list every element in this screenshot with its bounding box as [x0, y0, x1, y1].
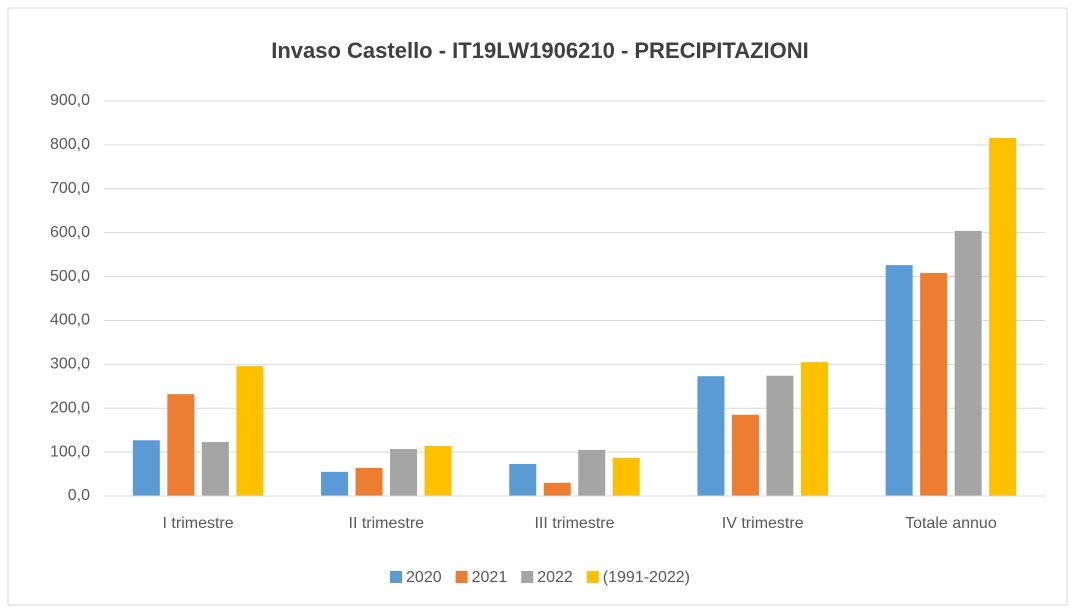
- x-tick-label: Totale annuo: [905, 515, 997, 532]
- chart-title: Invaso Castello - IT19LW1906210 - PRECIP…: [271, 38, 809, 63]
- bar: [697, 376, 725, 496]
- y-tick-label: 900,0: [50, 92, 90, 109]
- bar: [885, 265, 913, 496]
- y-tick-label: 0,0: [68, 487, 90, 504]
- bar: [989, 137, 1017, 496]
- bar: [920, 273, 948, 496]
- x-tick-label: III trimestre: [534, 515, 614, 532]
- bar: [355, 467, 383, 496]
- bar: [731, 414, 759, 496]
- bar: [390, 449, 418, 496]
- bar: [509, 463, 537, 496]
- x-tick-label: II trimestre: [349, 515, 425, 532]
- x-tick-label: I trimestre: [163, 515, 234, 532]
- bar: [800, 362, 828, 496]
- legend-label: 2020: [406, 569, 442, 586]
- bar: [612, 457, 640, 496]
- bar: [424, 445, 452, 496]
- legend-swatch: [390, 571, 403, 583]
- legend-label: 2022: [537, 569, 573, 586]
- bar: [954, 230, 982, 496]
- y-tick-label: 300,0: [50, 356, 90, 373]
- bar: [766, 375, 794, 496]
- y-tick-label: 700,0: [50, 180, 90, 197]
- y-tick-label: 800,0: [50, 136, 90, 153]
- y-tick-label: 400,0: [50, 312, 90, 329]
- legend-label: (1991-2022): [603, 569, 690, 586]
- bar: [201, 442, 229, 496]
- legend: 2020 2021 2022 (1991-2022): [390, 569, 690, 586]
- y-tick-label: 100,0: [50, 443, 90, 460]
- bar: [321, 471, 349, 496]
- bar: [236, 366, 264, 496]
- legend-swatch: [586, 571, 599, 583]
- bar: [132, 440, 160, 496]
- y-tick-label: 500,0: [50, 268, 90, 285]
- y-tick-label: 600,0: [50, 224, 90, 241]
- legend-label: 2021: [472, 569, 508, 586]
- bar: [578, 449, 606, 496]
- bar: [543, 482, 571, 496]
- y-tick-label: 200,0: [50, 399, 90, 416]
- bar: [167, 394, 195, 496]
- legend-swatch: [455, 571, 468, 583]
- legend-swatch: [521, 571, 534, 583]
- x-tick-label: IV trimestre: [722, 515, 804, 532]
